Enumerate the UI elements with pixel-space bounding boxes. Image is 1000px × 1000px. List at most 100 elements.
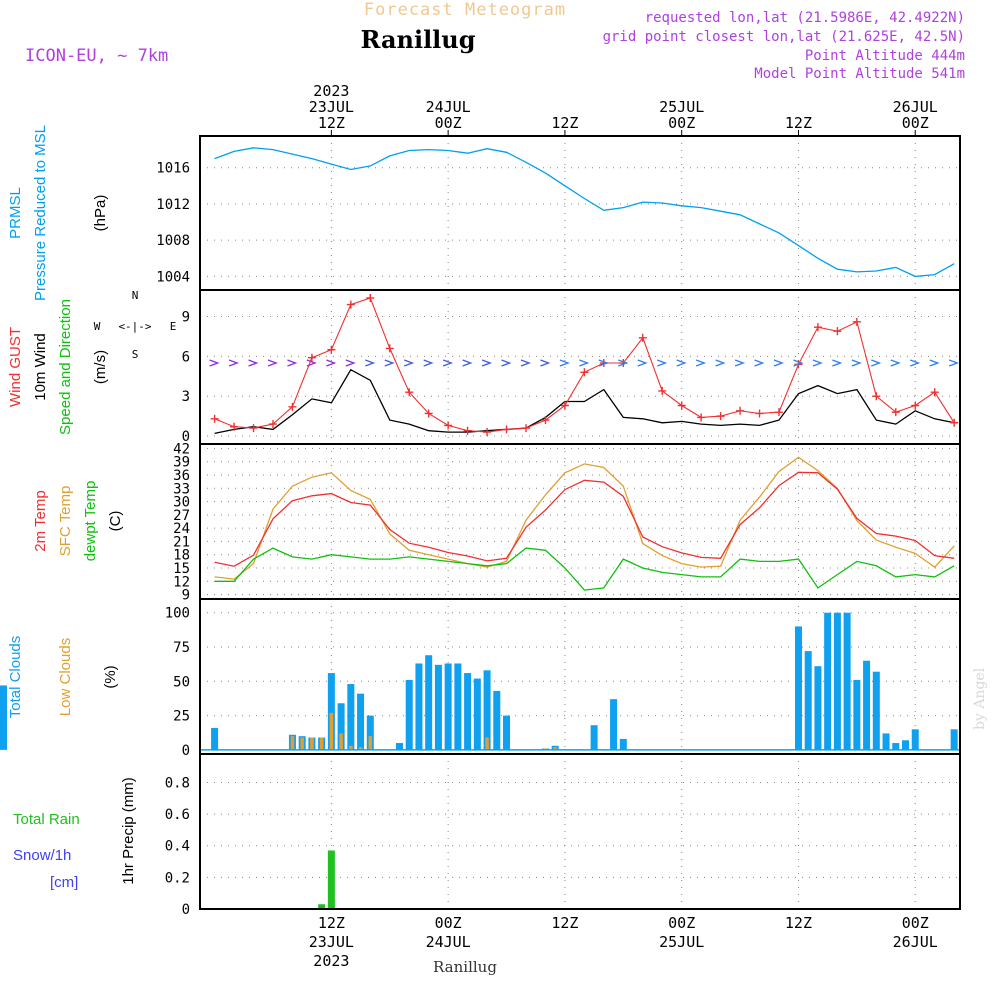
temperature-y-tick: 12 [173,574,190,590]
pressure-y-tick: 1008 [156,233,190,249]
gust-marker [385,344,394,353]
total-cloud-bar [911,729,919,750]
bottom-time-label: 12Z [785,914,812,932]
2m-temp-label: 2m Temp [32,490,49,551]
precipitation-y-tick: 0.2 [165,870,190,886]
total-cloud-bar [853,679,861,750]
total-cloud-bar [347,684,355,750]
wind-direction-arrow [637,359,648,367]
clouds-y-tick: 100 [165,606,190,622]
total-cloud-bar [619,738,627,750]
panel-frame-2 [199,289,961,445]
gust-marker [424,409,433,418]
gust-marker [346,300,355,309]
temperature-y-tick: 33 [173,481,190,497]
total-cloud-bar [824,612,832,750]
wind-y-tick: 6 [182,349,190,365]
temperature-y-tick: 39 [173,455,190,471]
low-cloud-bar [368,736,373,750]
precipitation-y-tick: 0 [182,902,190,918]
bottom-time-label: 12Z [551,914,578,932]
top-time-label: 12Z [785,114,812,132]
gust-marker [210,414,219,423]
wind-direction-arrow [248,359,259,367]
low-cloud-bar [329,712,334,750]
total-cloud-bar [357,693,365,750]
wind-gust-label: Wind GUST [7,327,24,407]
compass-dash: <-|-> [118,320,151,333]
bottom-time-label: 2023 [313,952,349,970]
gust-marker [249,424,258,433]
compass-south: S [132,348,139,361]
wind-y-tick: 0 [182,429,190,445]
bottom-time-label: 23JUL [309,933,354,951]
wind-direction-arrow [909,359,921,367]
low-cloud-bar [358,747,363,750]
wind-direction-arrow [345,359,356,367]
total-cloud-bar [425,655,433,750]
credit-watermark: by Angel [972,667,988,730]
gust-marker [327,345,336,354]
wind-direction-arrow [948,359,960,367]
total-cloud-bar [843,612,851,750]
total-cloud-bar [863,660,871,750]
total-cloud-bar [405,679,413,750]
model-point-altitude: Model Point Altitude 541m [754,66,965,82]
wind-y-tick: 9 [182,310,190,326]
gust-marker [755,409,764,418]
10m-wind-label: 10m Wind [32,333,49,401]
gust-marker [658,386,667,395]
wind-direction-arrow [462,359,473,367]
gust-marker [638,333,647,342]
wind-direction-arrow [929,359,940,367]
wind-direction-arrow [501,359,512,367]
gust-marker [930,388,939,397]
rain-bar [318,904,326,909]
total-cloud-bar [211,727,219,750]
total-cloud-bar [464,673,472,750]
total-cloud-bar [337,703,345,750]
total-cloud-bar [327,673,335,750]
sfc-temp-line [214,456,955,580]
temperature-y-tick: 21 [173,534,190,550]
wind-direction-arrow [384,359,395,367]
bottom-time-label: 26JUL [893,933,938,951]
wind-direction-arrow [598,359,609,367]
pressure-y-tick: 1016 [156,161,190,177]
clouds-unit-label: (%) [102,665,119,688]
gust-marker [521,424,530,433]
bottom-time-label: 24JUL [426,933,471,951]
temperature-y-tick: 42 [173,441,190,457]
gust-marker [405,388,414,397]
total-cloud-bar [395,743,403,750]
low-cloud-bar [300,737,304,750]
gust-marker [502,425,511,434]
compass-north: N [132,289,139,302]
wind-direction-label: Speed and Direction [57,299,74,435]
wind-direction-arrow [793,359,804,367]
wind-direction-arrow [773,359,784,367]
10m-wind-line [214,368,955,435]
gust-marker [716,412,725,421]
gust-marker [891,408,900,417]
temperature-y-tick: 27 [173,508,190,524]
top-time-label: 25JUL [659,98,704,116]
gust-marker [911,401,920,410]
low-cloud-bar [290,736,295,750]
gust-marker [541,416,550,425]
wind-direction-arrow [715,359,726,367]
low-cloud-bar [553,747,557,750]
pressure-label-msl: Pressure Reduced to MSL [32,125,49,301]
gust-marker [560,401,569,410]
top-time-label: 00Z [435,114,462,132]
wind-direction-arrow [365,359,376,367]
location-title: Ranillug [360,25,475,54]
wind-direction-arrow [832,359,843,367]
precipitation-y-tick: 0.6 [165,807,190,823]
pressure-label-prmsl: PRMSL [7,187,24,239]
wind-direction-arrow [676,359,687,367]
total-cloud-bar [794,626,802,750]
total-cloud-bar [366,715,374,750]
meteogram-title: Forecast Meteogram [364,0,566,20]
wind-direction-arrow [540,359,551,367]
